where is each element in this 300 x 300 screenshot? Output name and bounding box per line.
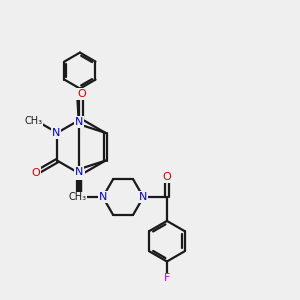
Text: N: N (75, 117, 83, 127)
Text: CH₃: CH₃ (68, 192, 86, 203)
Text: CH₃: CH₃ (24, 116, 43, 126)
Text: O: O (32, 168, 40, 178)
Text: O: O (77, 89, 86, 99)
Text: O: O (163, 172, 171, 182)
Text: N: N (75, 167, 83, 177)
Text: N: N (139, 192, 148, 202)
Text: N: N (76, 169, 84, 179)
Text: N: N (99, 192, 107, 202)
Text: N: N (51, 128, 60, 138)
Text: F: F (164, 274, 170, 284)
